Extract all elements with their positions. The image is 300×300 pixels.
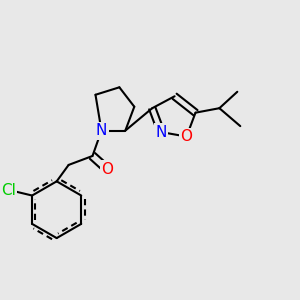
Text: Cl: Cl (1, 183, 16, 198)
Text: O: O (101, 162, 113, 177)
Text: N: N (96, 123, 107, 138)
Text: O: O (181, 129, 193, 144)
Text: N: N (155, 124, 167, 140)
